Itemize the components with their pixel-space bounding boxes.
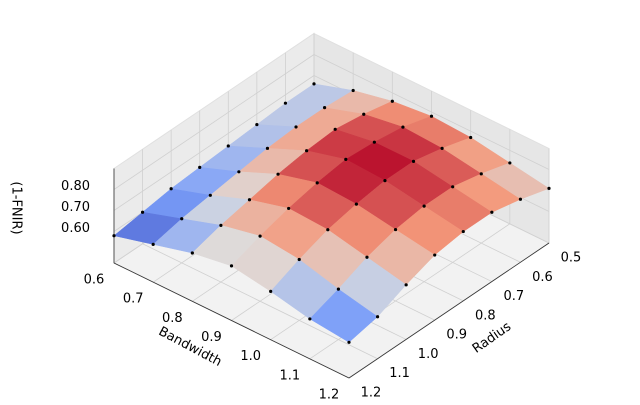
grid-line	[313, 54, 550, 170]
data-point	[479, 172, 483, 176]
axis-line	[348, 242, 550, 379]
data-point	[305, 149, 309, 153]
x-tick-label: 0.6	[84, 273, 105, 288]
data-point	[469, 135, 473, 140]
x-tick-label: 0.8	[162, 311, 183, 326]
data-point	[326, 228, 330, 232]
data-point	[322, 106, 327, 110]
data-point	[547, 186, 551, 190]
data-point	[226, 144, 230, 148]
data-point	[219, 223, 223, 227]
data-point	[451, 185, 455, 189]
data-point	[140, 210, 145, 214]
data-point	[347, 340, 351, 344]
data-point	[362, 112, 366, 116]
data-point	[518, 197, 523, 201]
data-point	[433, 253, 437, 257]
x-tick-label: 1.1	[279, 368, 300, 383]
x-tick-label: 0.9	[201, 330, 222, 345]
data-point	[404, 283, 408, 287]
y-tick-label: 0.7	[504, 289, 525, 304]
data-point	[372, 140, 376, 144]
x-tick-label: 1.2	[319, 388, 340, 403]
data-point	[440, 146, 444, 150]
x-tick-label: 0.7	[123, 292, 144, 307]
data-point	[383, 179, 387, 183]
data-point	[283, 101, 288, 105]
y-tick-label: 1.2	[361, 386, 382, 401]
data-point	[269, 289, 273, 293]
data-point	[169, 187, 173, 191]
grid-line	[113, 75, 315, 211]
grid-line	[142, 243, 378, 360]
z-tick-label: 0.60	[61, 221, 90, 236]
data-point	[229, 264, 234, 268]
data-point	[312, 82, 316, 86]
data-point	[508, 161, 512, 165]
y-tick-label: 0.6	[532, 270, 553, 285]
data-point	[255, 122, 259, 127]
data-point	[308, 317, 312, 321]
data-point	[333, 127, 337, 131]
data-point	[208, 193, 212, 197]
data-point	[490, 210, 494, 214]
y-tick-label: 0.9	[446, 328, 467, 343]
data-point	[112, 234, 116, 238]
z-tick-label: 0.80	[61, 179, 90, 194]
y-tick-label: 1.0	[418, 347, 439, 362]
data-point	[336, 287, 341, 291]
data-point	[351, 88, 355, 93]
data-point	[411, 159, 416, 163]
data-point	[237, 170, 241, 174]
z-axis-label: (1-FNIR)	[9, 181, 24, 234]
data-point	[287, 206, 291, 211]
data-point	[297, 257, 301, 262]
data-point	[294, 125, 298, 129]
z-tick-label: 0.70	[61, 200, 90, 215]
data-point	[422, 204, 426, 208]
data-point	[365, 255, 369, 259]
x-tick-label: 1.0	[240, 349, 261, 364]
data-point	[258, 234, 262, 238]
data-point	[461, 229, 465, 234]
data-point	[401, 125, 405, 129]
axis-line	[113, 262, 350, 379]
data-point	[151, 242, 155, 246]
data-point	[190, 251, 194, 255]
data-point	[344, 157, 348, 161]
y-tick-label: 1.1	[389, 366, 410, 381]
data-point	[315, 181, 319, 185]
data-point	[375, 315, 380, 319]
data-point	[180, 217, 184, 221]
data-point	[247, 198, 252, 202]
data-point	[354, 202, 358, 206]
data-point	[390, 99, 394, 103]
data-point	[276, 172, 280, 176]
y-tick-label: 0.8	[475, 308, 496, 323]
y-tick-label: 0.5	[561, 251, 582, 266]
data-point	[198, 165, 202, 169]
data-point	[393, 227, 398, 232]
data-point	[429, 114, 434, 118]
grid-line	[113, 54, 315, 190]
data-point	[265, 146, 270, 150]
